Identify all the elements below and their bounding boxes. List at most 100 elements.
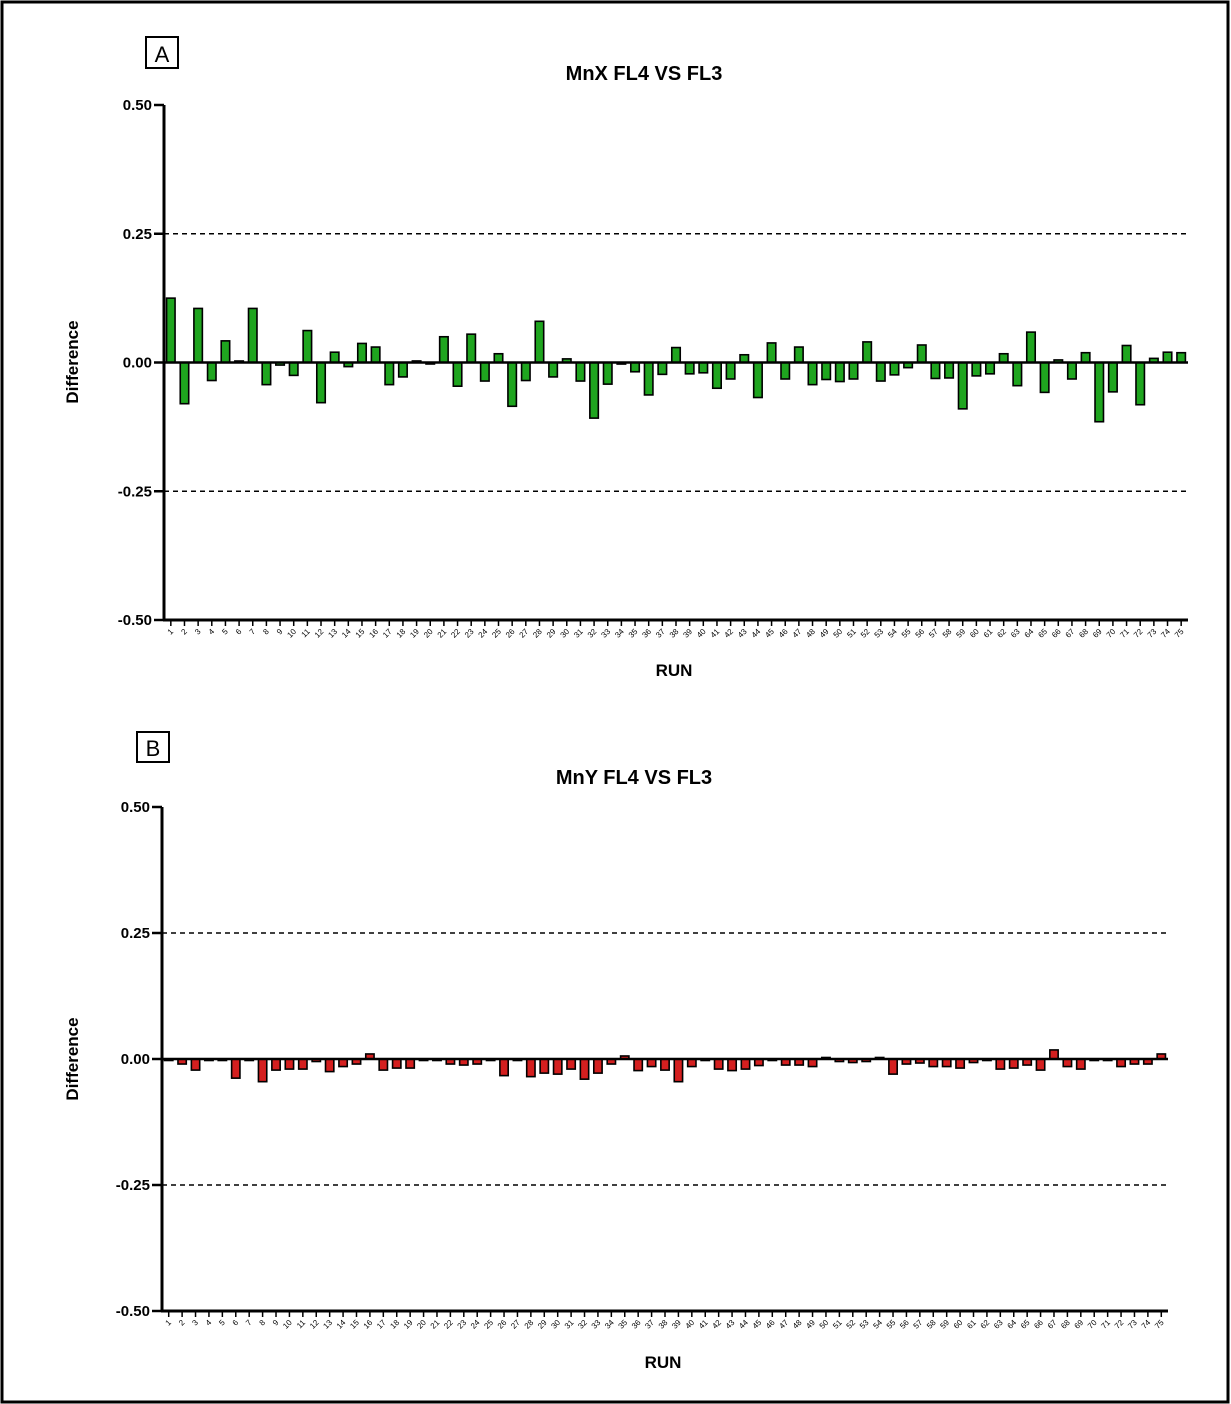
y-tick-label: -0.50 [116,1303,150,1320]
y-axis-label: Difference [63,320,82,403]
x-tick-label: 33 [599,627,612,640]
x-tick-label: 8 [261,627,271,637]
bar [315,361,327,404]
panel-label-box [136,731,170,763]
x-tick-label: 38 [668,627,681,640]
x-tick-label: 36 [640,627,653,640]
x-tick-label: 26 [504,627,517,640]
bar [479,361,490,382]
bar [370,346,381,364]
x-tick-label: 7 [248,627,258,637]
x-tick-label: 67 [1064,627,1077,640]
bar [1008,1058,1019,1069]
x-tick-label: 63 [992,1318,1005,1331]
x-tick-label: 65 [1036,627,1049,640]
bar [397,361,408,378]
x-tick-label: 47 [791,627,804,640]
x-tick-label: 24 [469,1318,482,1331]
chart-panel-a: A MnX FL4 VS FL3 Difference RUN 0.50 0.25… [63,36,1188,680]
bar [916,344,927,364]
x-tick-label: 56 [914,627,927,640]
x-tick-label: 49 [804,1318,817,1331]
bar [452,361,463,387]
x-tick-label: 49 [818,627,831,640]
x-tick-label: 44 [750,627,763,640]
x-tick-label: 34 [603,1318,616,1331]
x-tick-label: 68 [1059,1318,1072,1331]
x-tick-label: 6 [234,627,244,637]
bar [740,1058,751,1070]
chart-title: MnX FL4 VS FL3 [566,63,723,85]
bar [220,340,231,364]
bar [356,342,368,364]
bar [862,341,873,364]
x-tick-label: 53 [873,627,886,640]
bar [673,1058,684,1083]
x-tick-label: 21 [429,1318,442,1331]
x-tick-label: 39 [681,627,694,640]
x-tick-label: 59 [938,1318,951,1331]
bar [1049,1049,1059,1060]
bar [179,361,190,405]
y-tick-label: -0.25 [118,483,152,500]
x-tick-label: 55 [900,627,913,640]
x-tick-label: 61 [982,627,995,640]
bar [271,1058,281,1071]
x-tick-label: 31 [572,627,585,640]
x-tick-label: 3 [190,1318,200,1328]
bar [384,361,395,386]
x-tick-label: 33 [590,1318,603,1331]
bar [589,361,600,419]
x-tick-label: 26 [496,1318,509,1331]
x-tick-label: 55 [885,1318,898,1331]
x-tick-label: 43 [736,627,749,640]
bar [930,361,941,380]
x-tick-label: 58 [925,1318,938,1331]
bar [302,329,313,364]
x-tick-label: 16 [362,1318,375,1331]
x-tick-label: 18 [388,1318,401,1331]
x-tick-label: 46 [777,627,790,640]
x-tick-label: 45 [763,627,776,640]
bar [998,352,1009,364]
bar [1121,344,1132,364]
x-tick-label: 14 [340,627,353,640]
bar [548,361,559,378]
bar [329,351,340,364]
x-tick-label: 27 [518,627,531,640]
bar [713,1058,724,1070]
x-tick-label: 11 [300,627,313,640]
bar [1039,361,1050,394]
x-tick-label: 54 [871,1318,884,1331]
x-tick-label: 42 [710,1318,723,1331]
x-tick-label: 57 [912,1318,925,1331]
bar [391,1058,402,1069]
x-tick-label: 52 [845,1318,858,1331]
x-tick-label: 69 [1073,1318,1086,1331]
x-tick-label: 3 [193,627,203,637]
x-tick-label: 53 [858,1318,871,1331]
x-tick-label: 67 [1046,1318,1059,1331]
bar [552,1058,563,1075]
bar [566,1058,577,1070]
x-tick-label: 17 [375,1318,388,1331]
x-tick-label: 40 [695,627,708,640]
x-tick-label: 61 [965,1318,978,1331]
x-tick-label: 70 [1105,627,1118,640]
x-tick-label: 22 [449,627,462,640]
x-tick-label: 65 [1019,1318,1032,1331]
bar [1025,331,1037,364]
bar [698,361,709,374]
x-tick-label: 22 [442,1318,455,1331]
x-tick-label: 9 [271,1318,281,1328]
bar [575,361,586,382]
bar [579,1058,590,1080]
bar [1012,361,1023,387]
x-tick-label: 13 [326,627,339,640]
bar [807,361,818,386]
bar [995,1058,1006,1070]
y-tick-label: -0.50 [118,612,152,629]
x-tick-label: 73 [1146,627,1159,640]
bar [984,361,996,375]
